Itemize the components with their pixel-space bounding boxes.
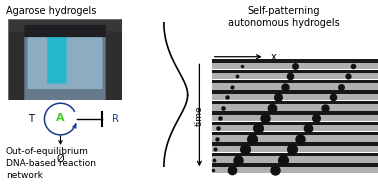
Bar xyxy=(212,83,378,90)
Bar xyxy=(212,94,378,100)
Bar xyxy=(212,166,378,173)
Bar xyxy=(212,132,378,135)
Text: Ø: Ø xyxy=(57,154,64,164)
Bar xyxy=(212,104,378,111)
Text: time: time xyxy=(195,105,204,126)
Bar xyxy=(212,80,378,83)
Bar xyxy=(212,121,378,125)
Bar xyxy=(212,70,378,73)
Bar xyxy=(212,125,378,131)
Bar xyxy=(212,73,378,79)
Text: A: A xyxy=(56,113,65,123)
Bar xyxy=(212,153,378,156)
Text: R: R xyxy=(112,114,119,124)
Bar xyxy=(212,111,378,115)
Bar xyxy=(212,135,378,142)
Text: x: x xyxy=(270,52,276,62)
Bar xyxy=(212,101,378,104)
Bar xyxy=(212,90,378,94)
Bar xyxy=(212,59,378,62)
Bar xyxy=(212,62,378,69)
Bar xyxy=(212,142,378,146)
Bar xyxy=(212,115,378,121)
Text: Agarose hydrogels: Agarose hydrogels xyxy=(6,6,96,16)
Bar xyxy=(212,156,378,163)
Bar xyxy=(212,146,378,152)
Text: T: T xyxy=(28,114,34,124)
Bar xyxy=(212,163,378,166)
Text: Self-patterning
autonomous hydrogels: Self-patterning autonomous hydrogels xyxy=(228,6,339,28)
Text: Out-of-equilibrium
DNA-based reaction
network: Out-of-equilibrium DNA-based reaction ne… xyxy=(6,147,96,179)
